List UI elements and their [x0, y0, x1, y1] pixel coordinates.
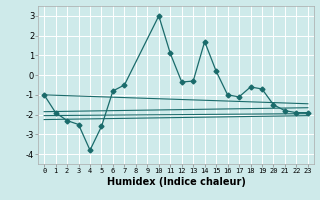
X-axis label: Humidex (Indice chaleur): Humidex (Indice chaleur): [107, 177, 245, 187]
